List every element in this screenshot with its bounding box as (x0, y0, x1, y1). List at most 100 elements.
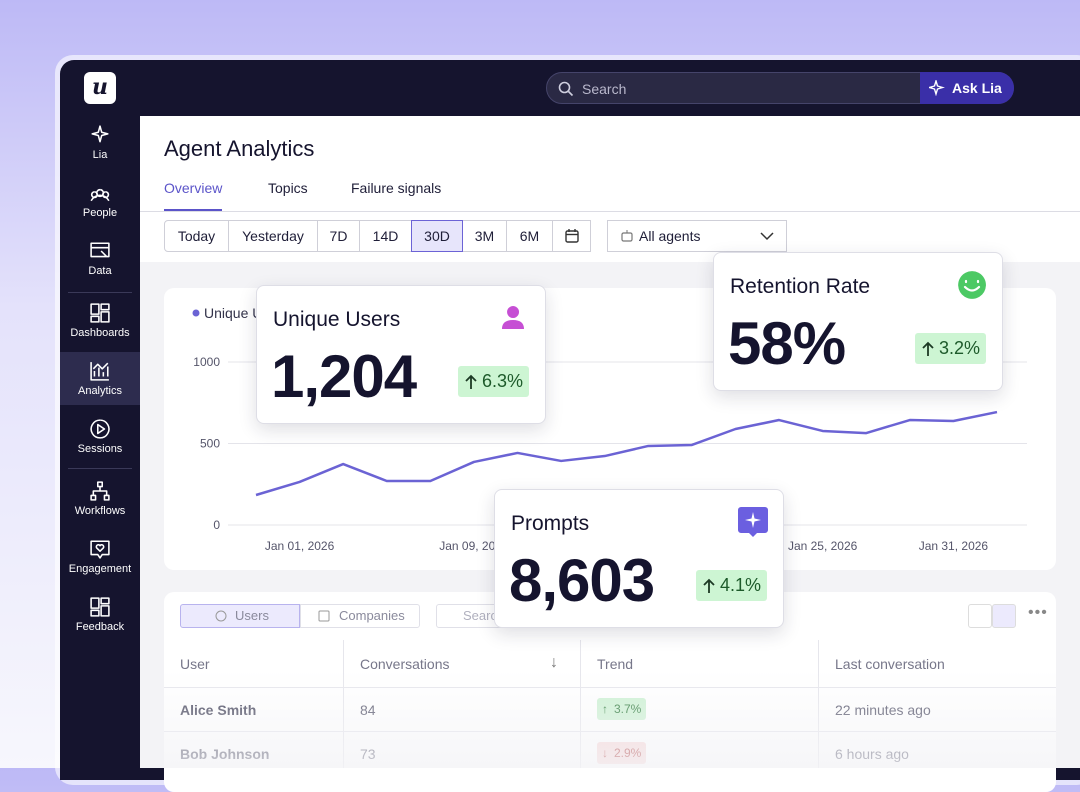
kpi-title: Unique Users (273, 308, 401, 331)
sidebar-item[interactable]: Data (88, 265, 112, 277)
sidebar-item[interactable]: Engagement (68, 563, 132, 575)
sidebar-icon (90, 303, 110, 323)
kpi-change: 4.1% (695, 570, 767, 601)
kpi-title: Prompts (511, 512, 590, 535)
range-button[interactable]: Today (164, 220, 229, 252)
sidebar-icon (90, 481, 110, 501)
chevron (760, 232, 774, 241)
page-title: Agent Analytics (164, 136, 315, 161)
tab-icon (318, 610, 330, 622)
x-tick-label: Jan 09, 2026 (439, 539, 509, 553)
range-button[interactable]: 14D (359, 220, 412, 252)
kpi-icon (956, 269, 988, 301)
sidebar-item[interactable]: People (82, 207, 118, 219)
y-tick-label: 1000 (193, 355, 220, 369)
icon-path (90, 303, 110, 323)
kpi-value: 58% (728, 310, 846, 377)
calendar-icon (564, 229, 579, 243)
search-placeholder: Search (582, 81, 627, 97)
column-header: Last conversation (835, 656, 945, 672)
sidebar-icon (90, 540, 110, 559)
arrow-icon (922, 341, 934, 356)
arrow-icon (703, 578, 715, 593)
agent-select[interactable]: All agents (607, 220, 787, 252)
sidebar-icon (90, 362, 109, 381)
range-button[interactable]: 6M (506, 220, 553, 252)
icon-path (90, 419, 110, 439)
table-tab-label: Companies (339, 608, 405, 623)
tab[interactable]: Failure signals (351, 180, 442, 196)
icon-shape (956, 269, 988, 301)
icon-path (90, 481, 110, 501)
column-header: User (180, 656, 210, 672)
view-toggle (992, 604, 1016, 628)
y-tick-label: 0 (213, 518, 220, 532)
active-highlight (60, 352, 140, 405)
calendar-button[interactable] (552, 220, 591, 252)
ask-button[interactable]: Ask Lia (920, 72, 1014, 104)
table-tab[interactable]: Users (180, 604, 300, 628)
agent-select-label: All agents (639, 228, 701, 244)
icon-path (90, 242, 110, 258)
table-tab[interactable]: Companies (300, 604, 420, 628)
icon-path (90, 597, 110, 617)
tab-underline (164, 209, 222, 211)
sort-arrow: ↓ (550, 654, 558, 671)
kpi-change: 6.3% (457, 366, 529, 397)
tab-icon (215, 610, 227, 622)
sidebar-icon (90, 188, 110, 202)
range-button[interactable]: 30D (411, 220, 463, 252)
logo[interactable]: u (84, 72, 116, 104)
kpi-change-value: 6.3% (481, 371, 523, 391)
x-tick-label: Jan 01, 2026 (265, 539, 335, 553)
arrow-icon (465, 374, 477, 389)
view-toggle (968, 604, 992, 628)
x-tick-label: Jan 31, 2026 (919, 539, 989, 553)
icon-shape (738, 507, 768, 537)
sidebar-icon (90, 419, 110, 439)
kpi-card: Unique Users 1,204 6.3% (256, 285, 546, 424)
range-button[interactable]: 7D (317, 220, 360, 252)
sidebar-item[interactable]: Feedback (75, 621, 125, 633)
tab[interactable]: Overview (164, 180, 223, 196)
icon-path (90, 188, 110, 202)
sidebar-item[interactable]: Analytics (77, 385, 123, 397)
kpi-card: Retention Rate 58% 3.2% (713, 252, 1003, 391)
legend-dot (192, 309, 200, 317)
tab[interactable]: Topics (268, 180, 308, 196)
arrow-path (922, 341, 934, 356)
sparkle-icon (929, 80, 945, 96)
sidebar-icon (90, 242, 110, 258)
sidebar-item[interactable]: Sessions (77, 443, 123, 455)
table-search-placeholder: Search (463, 608, 505, 623)
range-button[interactable]: 3M (462, 220, 507, 252)
kpi-icon (502, 306, 524, 329)
kpi-value: 8,603 (509, 547, 655, 614)
sidebar-divider (68, 468, 132, 469)
column-header: Conversations (360, 656, 450, 672)
sidebar-divider (68, 292, 132, 293)
kpi-change-value: 4.1% (719, 575, 761, 595)
icon-shape (215, 610, 227, 622)
y-tick-label: 500 (200, 437, 220, 451)
header-divider (140, 211, 1080, 212)
agent-icon (621, 230, 633, 242)
icon-path (90, 362, 109, 381)
icon-path (90, 540, 110, 559)
fade (140, 670, 1080, 768)
sidebar-item[interactable]: Lia (92, 149, 108, 161)
ask-label: Ask Lia (952, 80, 1002, 96)
kpi-card: Prompts 8,603 4.1% (494, 489, 784, 628)
sidebar-item[interactable]: Dashboards (70, 327, 130, 339)
kpi-change-value: 3.2% (938, 338, 980, 358)
arrow-path (703, 578, 715, 593)
table-tab-label: Users (235, 608, 269, 623)
x-tick-label: Jan 25, 2026 (788, 539, 858, 553)
sidebar-icon (90, 597, 110, 617)
kpi-title: Retention Rate (730, 275, 871, 298)
range-button[interactable]: Yesterday (228, 220, 318, 252)
more-menu: ••• (1028, 604, 1048, 621)
sidebar-icon (91, 125, 109, 143)
sidebar-item[interactable]: Workflows (74, 505, 126, 517)
